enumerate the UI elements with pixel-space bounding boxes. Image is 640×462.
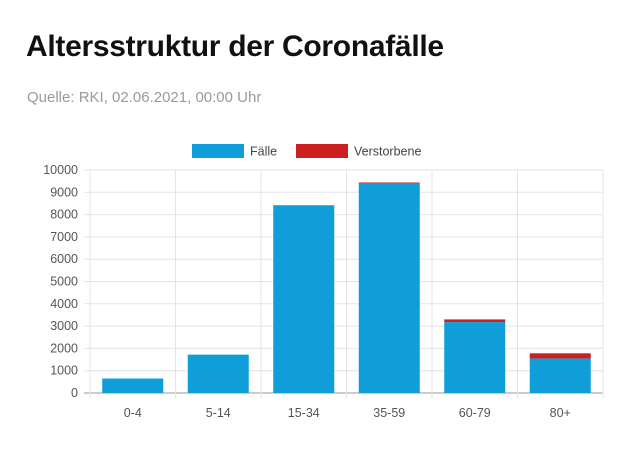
legend-label: Verstorbene — [354, 145, 421, 159]
bar-faelle-60-79 — [444, 322, 506, 393]
x-tick-label: 0-4 — [124, 406, 142, 420]
y-tick-label: 3000 — [50, 319, 78, 333]
bar-verstorbene-35-59 — [358, 182, 420, 184]
bar-verstorbene-60-79 — [444, 319, 506, 323]
y-tick-label: 7000 — [50, 230, 78, 244]
source-note: Quelle: RKI, 02.06.2021, 00:00 Uhr — [27, 89, 262, 106]
page-title: Altersstruktur der Coronafälle — [26, 30, 444, 63]
x-tick-label: 15-34 — [288, 406, 320, 420]
y-tick-label: 1000 — [50, 364, 78, 378]
y-tick-label: 6000 — [50, 252, 78, 266]
y-tick-label: 5000 — [50, 275, 78, 289]
y-tick-label: 0 — [71, 386, 78, 400]
y-tick-label: 9000 — [50, 185, 78, 199]
y-tick-label: 8000 — [50, 208, 78, 222]
x-tick-label: 35-59 — [373, 406, 405, 420]
bar-faelle-15-34 — [273, 205, 335, 393]
bar-faelle-0-4 — [102, 378, 164, 393]
bar-faelle-35-59 — [358, 183, 420, 393]
legend-label: Fälle — [250, 145, 277, 159]
bar-faelle-80+ — [529, 358, 591, 393]
x-tick-label: 80+ — [550, 406, 571, 420]
x-tick-label: 60-79 — [459, 406, 491, 420]
y-tick-label: 4000 — [50, 297, 78, 311]
legend-swatch — [296, 144, 348, 158]
y-tick-label: 2000 — [50, 341, 78, 355]
y-tick-label: 10000 — [43, 163, 78, 177]
bar-verstorbene-80+ — [529, 353, 591, 359]
x-tick-label: 5-14 — [206, 406, 231, 420]
legend-swatch — [192, 144, 244, 158]
bar-faelle-5-14 — [187, 354, 249, 393]
